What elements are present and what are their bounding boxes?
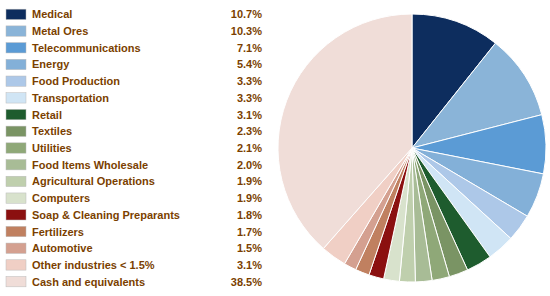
legend-value: 1.7% xyxy=(237,226,262,238)
legend-swatch xyxy=(6,76,26,86)
legend-swatch xyxy=(6,276,26,286)
legend-swatch xyxy=(6,243,26,253)
legend-label: Soap & Cleaning Preparants xyxy=(32,209,180,221)
legend-label: Food Items Wholesale xyxy=(32,159,148,171)
legend-label: Telecommunications xyxy=(32,42,141,54)
legend-value: 5.4% xyxy=(237,58,262,70)
legend-swatch xyxy=(6,226,26,236)
legend-swatch xyxy=(6,43,26,53)
legend-swatch xyxy=(6,193,26,203)
legend-label: Utilities xyxy=(32,142,72,154)
legend-value: 3.1% xyxy=(237,109,262,121)
legend-value: 3.3% xyxy=(237,75,262,87)
legend-swatch xyxy=(6,9,26,19)
legend-swatch xyxy=(6,93,26,103)
legend-value: 2.1% xyxy=(237,142,262,154)
legend-swatch xyxy=(6,143,26,153)
legend-value: 3.3% xyxy=(237,92,262,104)
legend-value: 38.5% xyxy=(231,276,262,288)
pie xyxy=(278,14,546,282)
legend-label: Other industries < 1.5% xyxy=(32,259,155,271)
legend-swatch xyxy=(6,260,26,270)
legend-value: 2.0% xyxy=(237,159,262,171)
legend-label: Transportation xyxy=(32,92,109,104)
legend-label: Textiles xyxy=(32,125,72,137)
legend-label: Medical xyxy=(32,8,72,20)
legend-swatch xyxy=(6,160,26,170)
legend-swatch xyxy=(6,126,26,136)
legend-value: 10.7% xyxy=(231,8,262,20)
legend-value: 2.3% xyxy=(237,125,262,137)
legend-label: Metal Ores xyxy=(32,25,88,37)
legend-value: 1.8% xyxy=(237,209,262,221)
legend-label: Computers xyxy=(32,192,90,204)
legend-value: 7.1% xyxy=(237,42,262,54)
legend-swatch xyxy=(6,26,26,36)
pie-slice xyxy=(278,14,412,249)
legend-label: Fertilizers xyxy=(32,226,84,238)
legend-label: Retail xyxy=(32,109,62,121)
legend-value: 1.5% xyxy=(237,242,262,254)
legend-value: 1.9% xyxy=(237,175,262,187)
legend: Medical 10.7% Metal Ores 10.3% Telecommunica… xyxy=(6,8,262,287)
legend-label: Cash and equivalents xyxy=(32,276,145,288)
legend-value: 10.3% xyxy=(231,25,262,37)
legend-swatch xyxy=(6,210,26,220)
legend-label: Food Production xyxy=(32,75,120,87)
legend-swatch xyxy=(6,59,26,69)
legend-swatch xyxy=(6,109,26,119)
chart-container: Medical 10.7% Metal Ores 10.3% Telecommunica… xyxy=(0,0,550,296)
legend-label: Automotive xyxy=(32,242,93,254)
legend-value: 1.9% xyxy=(237,192,262,204)
chart: Medical 10.7% Metal Ores 10.3% Telecommunica… xyxy=(0,0,550,296)
legend-swatch xyxy=(6,176,26,186)
legend-value: 3.1% xyxy=(237,259,262,271)
legend-label: Agricultural Operations xyxy=(32,175,155,187)
legend-label: Energy xyxy=(32,58,70,70)
